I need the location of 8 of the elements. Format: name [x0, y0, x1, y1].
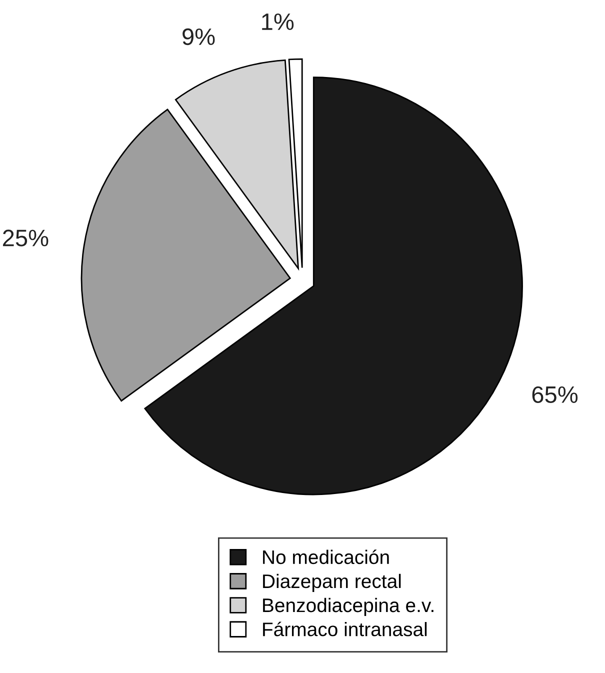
data-label: 25%: [2, 230, 48, 246]
legend-label: Fármaco intranasal: [263, 622, 427, 636]
data-label: 1%: [262, 13, 294, 30]
data-label: 9%: [182, 28, 215, 46]
legend-label: Benzodiacepina e.v.: [263, 598, 434, 616]
legend-label: No medicación: [263, 550, 389, 564]
data-label: 65%: [532, 386, 578, 404]
legend-label: Diazepam rectal: [263, 574, 401, 592]
